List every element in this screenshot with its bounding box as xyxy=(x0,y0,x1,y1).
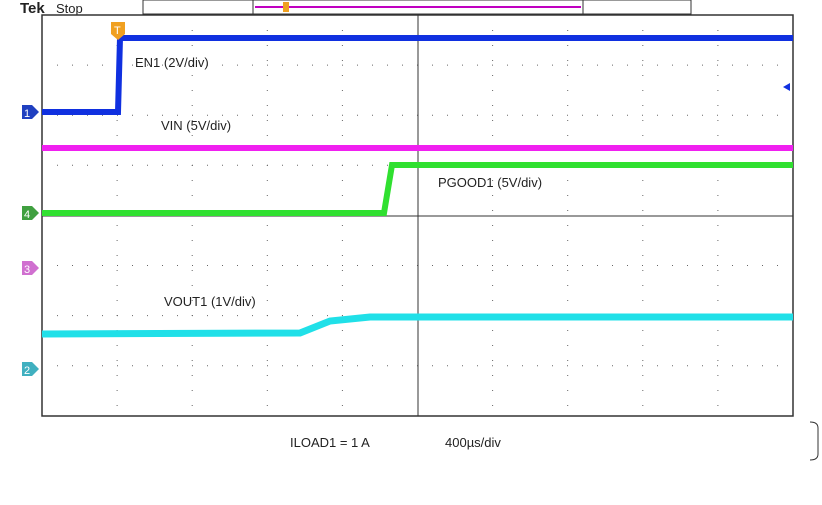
label-en1: EN1 (2V/div) xyxy=(135,55,209,70)
bracket xyxy=(809,421,819,461)
waveform-en1 xyxy=(42,35,793,115)
brand: Tek xyxy=(20,0,45,17)
ch2-marker xyxy=(22,362,39,376)
waveform-pgood1 xyxy=(42,162,793,216)
label-vin: VIN (5V/div) xyxy=(161,118,231,133)
ch1-marker xyxy=(22,105,39,119)
channel-markers: 1 4 3 2 T xyxy=(22,22,125,377)
label-pgood1: PGOOD1 (5V/div) xyxy=(438,175,542,190)
status: Stop xyxy=(56,1,83,16)
ch4-label: 4 xyxy=(24,209,30,221)
trigger-label: T xyxy=(114,25,121,37)
ch4-marker xyxy=(22,206,39,220)
trigger-level xyxy=(783,83,790,91)
trigger-marker xyxy=(111,22,125,40)
load-note: ILOAD1 = 1 A xyxy=(290,435,370,450)
ch2-label: 2 xyxy=(24,365,30,377)
trigger-position xyxy=(283,2,289,12)
timebase: 400µs/div xyxy=(445,435,501,450)
ch3-label: 3 xyxy=(24,264,30,276)
waveform-vout1 xyxy=(41,313,793,338)
ch1-label: 1 xyxy=(24,108,30,120)
ch3-marker xyxy=(22,261,39,275)
label-vout1: VOUT1 (1V/div) xyxy=(164,294,256,309)
